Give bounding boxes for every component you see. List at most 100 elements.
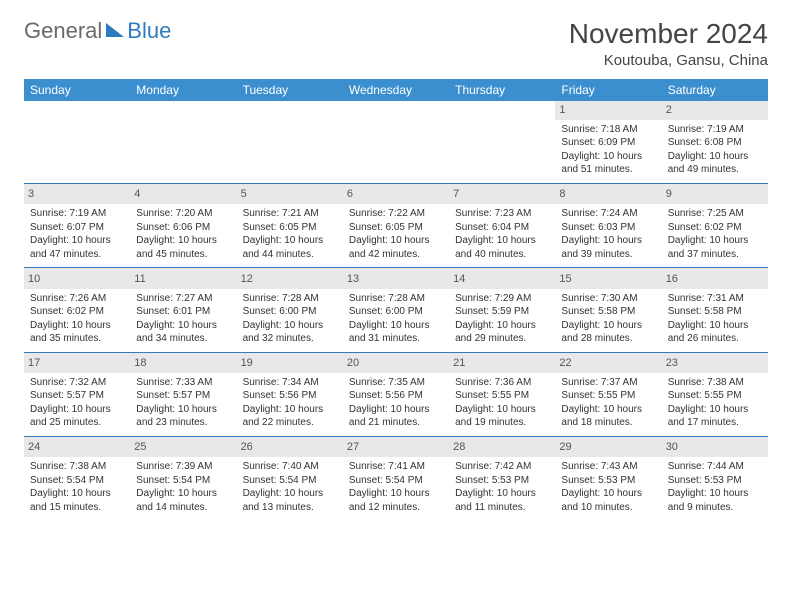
weekday-header: Wednesday (343, 79, 449, 101)
sunset-text: Sunset: 5:58 PM (668, 305, 762, 319)
day-number: 28 (449, 438, 555, 457)
sunset-text: Sunset: 6:02 PM (668, 221, 762, 235)
sunrise-text: Sunrise: 7:28 AM (243, 292, 337, 306)
sunset-text: Sunset: 5:56 PM (243, 389, 337, 403)
sunrise-text: Sunrise: 7:32 AM (30, 376, 124, 390)
sunset-text: Sunset: 6:08 PM (668, 136, 762, 150)
calendar-day-cell: 3Sunrise: 7:19 AMSunset: 6:07 PMDaylight… (24, 185, 130, 267)
calendar-day-cell: 17Sunrise: 7:32 AMSunset: 5:57 PMDayligh… (24, 354, 130, 436)
day-number: 6 (343, 185, 449, 204)
daylight-text: Daylight: 10 hours and 12 minutes. (349, 487, 443, 514)
daylight-text: Daylight: 10 hours and 10 minutes. (561, 487, 655, 514)
calendar-week-row: .....1Sunrise: 7:18 AMSunset: 6:09 PMDay… (24, 101, 768, 183)
sunset-text: Sunset: 5:55 PM (561, 389, 655, 403)
calendar-day-cell: 19 Sunrise: 7:34 AMSunset: 5:56 PMDayligh… (237, 354, 343, 436)
title-block: November 2024 Koutouba, Gansu, China (569, 18, 768, 69)
sunrise-text: Sunrise: 7:31 AM (668, 292, 762, 306)
sunset-text: Sunset: 5:55 PM (668, 389, 762, 403)
calendar-day-cell: 18 Sunrise: 7:33 AMSunset: 5:57 PMDayligh… (130, 354, 236, 436)
calendar-day-cell: 27Sunrise: 7:41 AMSunset: 5:54 PMDayligh… (343, 438, 449, 520)
day-number: 18 (130, 354, 236, 373)
sunrise-text: Sunrise: 7:37 AM (561, 376, 655, 390)
day-number: 20 (343, 354, 449, 373)
sunrise-text: Sunrise: 7:28 AM (349, 292, 443, 306)
weekday-header: Tuesday (237, 79, 343, 101)
day-number: 5 (237, 185, 343, 204)
day-number: 23 (662, 354, 768, 373)
location-subtitle: Koutouba, Gansu, China (569, 52, 768, 69)
sunset-text: Sunset: 5:54 PM (136, 474, 230, 488)
day-number: 22 (555, 354, 661, 373)
sunset-text: Sunset: 6:06 PM (136, 221, 230, 235)
sunrise-text: Sunrise: 7:24 AM (561, 207, 655, 221)
day-number: 29 (555, 438, 661, 457)
day-number: 1 (555, 101, 661, 120)
calendar-day-cell: 4Sunrise: 7:20 AMSunset: 6:06 PMDaylight… (130, 185, 236, 267)
sunset-text: Sunset: 5:58 PM (561, 305, 655, 319)
calendar-day-cell: 26Sunrise: 7:40 AMSunset: 5:54 PMDayligh… (237, 438, 343, 520)
day-number: 17 (24, 354, 130, 373)
sunrise-text: Sunrise: 7:19 AM (30, 207, 124, 221)
sunrise-text: Sunrise: 7:33 AM (136, 376, 230, 390)
daylight-text: Daylight: 10 hours and 47 minutes. (30, 234, 124, 261)
sunrise-text: Sunrise: 7:19 AM (668, 123, 762, 137)
calendar-week-row: 10Sunrise: 7:26 AMSunset: 6:02 PMDayligh… (24, 270, 768, 352)
sunset-text: Sunset: 5:57 PM (136, 389, 230, 403)
sunset-text: Sunset: 5:56 PM (349, 389, 443, 403)
sunrise-text: Sunrise: 7:42 AM (455, 460, 549, 474)
sunset-text: Sunset: 5:54 PM (349, 474, 443, 488)
sunrise-text: Sunrise: 7:18 AM (561, 123, 655, 137)
sunrise-text: Sunrise: 7:43 AM (561, 460, 655, 474)
daylight-text: Daylight: 10 hours and 39 minutes. (561, 234, 655, 261)
daylight-text: Daylight: 10 hours and 17 minutes. (668, 403, 762, 430)
daylight-text: Daylight: 10 hours and 51 minutes. (561, 150, 655, 177)
sunset-text: Sunset: 5:54 PM (243, 474, 337, 488)
sunrise-text: Sunrise: 7:27 AM (136, 292, 230, 306)
calendar-day-cell: 14Sunrise: 7:29 AMSunset: 5:59 PMDayligh… (449, 270, 555, 352)
sunrise-text: Sunrise: 7:41 AM (349, 460, 443, 474)
weekday-header: Thursday (449, 79, 555, 101)
sunset-text: Sunset: 5:53 PM (668, 474, 762, 488)
calendar-day-cell: . (237, 101, 343, 183)
calendar-day-cell: 5Sunrise: 7:21 AMSunset: 6:05 PMDaylight… (237, 185, 343, 267)
daylight-text: Daylight: 10 hours and 28 minutes. (561, 319, 655, 346)
calendar-day-cell: . (130, 101, 236, 183)
logo: General Blue (24, 18, 171, 44)
calendar-day-cell: 25Sunrise: 7:39 AMSunset: 5:54 PMDayligh… (130, 438, 236, 520)
sunset-text: Sunset: 6:01 PM (136, 305, 230, 319)
sunset-text: Sunset: 5:53 PM (561, 474, 655, 488)
calendar-week-row: 3Sunrise: 7:19 AMSunset: 6:07 PMDaylight… (24, 185, 768, 267)
daylight-text: Daylight: 10 hours and 22 minutes. (243, 403, 337, 430)
sunset-text: Sunset: 6:09 PM (561, 136, 655, 150)
sunrise-text: Sunrise: 7:25 AM (668, 207, 762, 221)
sunrise-text: Sunrise: 7:36 AM (455, 376, 549, 390)
calendar-day-cell: 20Sunrise: 7:35 AMSunset: 5:56 PMDayligh… (343, 354, 449, 436)
sunrise-text: Sunrise: 7:34 AM (243, 376, 337, 390)
calendar-day-cell: 30Sunrise: 7:44 AMSunset: 5:53 PMDayligh… (662, 438, 768, 520)
weekday-header: Sunday (24, 79, 130, 101)
daylight-text: Daylight: 10 hours and 45 minutes. (136, 234, 230, 261)
sunrise-text: Sunrise: 7:38 AM (30, 460, 124, 474)
daylight-text: Daylight: 10 hours and 37 minutes. (668, 234, 762, 261)
sunset-text: Sunset: 6:04 PM (455, 221, 549, 235)
day-number: 19 (237, 354, 343, 373)
day-number: 11 (130, 270, 236, 289)
day-number: 15 (555, 270, 661, 289)
daylight-text: Daylight: 10 hours and 18 minutes. (561, 403, 655, 430)
sunset-text: Sunset: 6:02 PM (30, 305, 124, 319)
calendar-day-cell: 10Sunrise: 7:26 AMSunset: 6:02 PMDayligh… (24, 270, 130, 352)
calendar-day-cell: 6Sunrise: 7:22 AMSunset: 6:05 PMDaylight… (343, 185, 449, 267)
daylight-text: Daylight: 10 hours and 29 minutes. (455, 319, 549, 346)
sunrise-text: Sunrise: 7:38 AM (668, 376, 762, 390)
calendar-day-cell: 12Sunrise: 7:28 AMSunset: 6:00 PMDayligh… (237, 270, 343, 352)
calendar-day-cell: 1 Sunrise: 7:18 AMSunset: 6:09 PMDaylight… (555, 101, 661, 183)
daylight-text: Daylight: 10 hours and 23 minutes. (136, 403, 230, 430)
calendar-day-cell: 13Sunrise: 7:28 AMSunset: 6:00 PMDayligh… (343, 270, 449, 352)
calendar-day-cell: 22 Sunrise: 7:37 AMSunset: 5:55 PMDayligh… (555, 354, 661, 436)
daylight-text: Daylight: 10 hours and 44 minutes. (243, 234, 337, 261)
sunrise-text: Sunrise: 7:30 AM (561, 292, 655, 306)
sunrise-text: Sunrise: 7:21 AM (243, 207, 337, 221)
day-number: 21 (449, 354, 555, 373)
day-number: 10 (24, 270, 130, 289)
daylight-text: Daylight: 10 hours and 32 minutes. (243, 319, 337, 346)
